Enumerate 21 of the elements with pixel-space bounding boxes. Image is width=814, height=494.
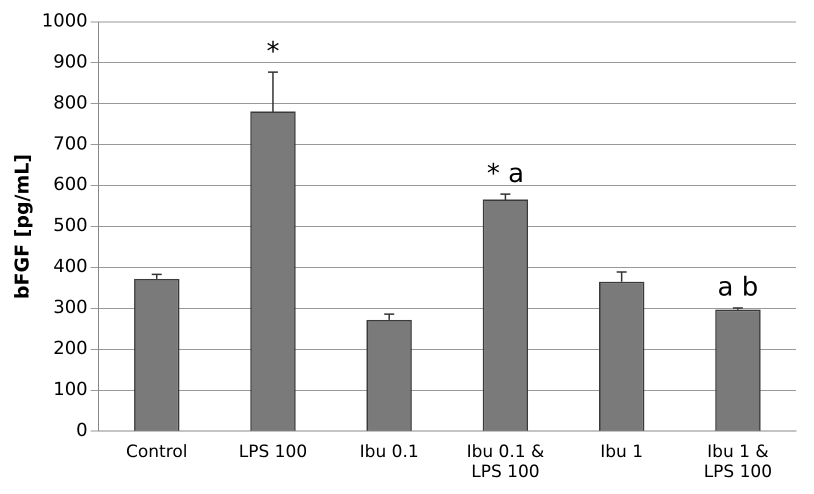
y-tick-label: 200 bbox=[53, 338, 88, 359]
x-tick-label: LPS 100 bbox=[238, 442, 308, 462]
y-tick-label: 500 bbox=[53, 215, 88, 236]
y-tick-label: 100 bbox=[53, 378, 88, 400]
y-tick-label: 900 bbox=[53, 51, 88, 72]
x-tick-label: Ibu 0.1 & LPS 100 bbox=[466, 442, 544, 482]
annotation: * bbox=[266, 36, 280, 67]
x-tick-label: Ibu 0.1 bbox=[360, 442, 419, 462]
y-tick-label: 1000 bbox=[42, 10, 88, 32]
y-tick-label: 0 bbox=[76, 420, 88, 441]
y-tick-label: 400 bbox=[53, 256, 88, 278]
x-tick-label: Control bbox=[126, 442, 188, 462]
y-tick-label: 300 bbox=[53, 297, 88, 318]
annotation: * a bbox=[486, 158, 524, 189]
y-tick-label: 700 bbox=[53, 133, 88, 154]
y-tick-label: 800 bbox=[53, 92, 88, 114]
y-tick-label: 600 bbox=[53, 174, 88, 196]
x-tick-label: Ibu 1 & LPS 100 bbox=[704, 442, 772, 482]
x-tick-label: Ibu 1 bbox=[600, 442, 644, 462]
y-axis-title: bFGF [pg/mL] bbox=[11, 154, 34, 300]
annotation: a b bbox=[718, 272, 758, 303]
